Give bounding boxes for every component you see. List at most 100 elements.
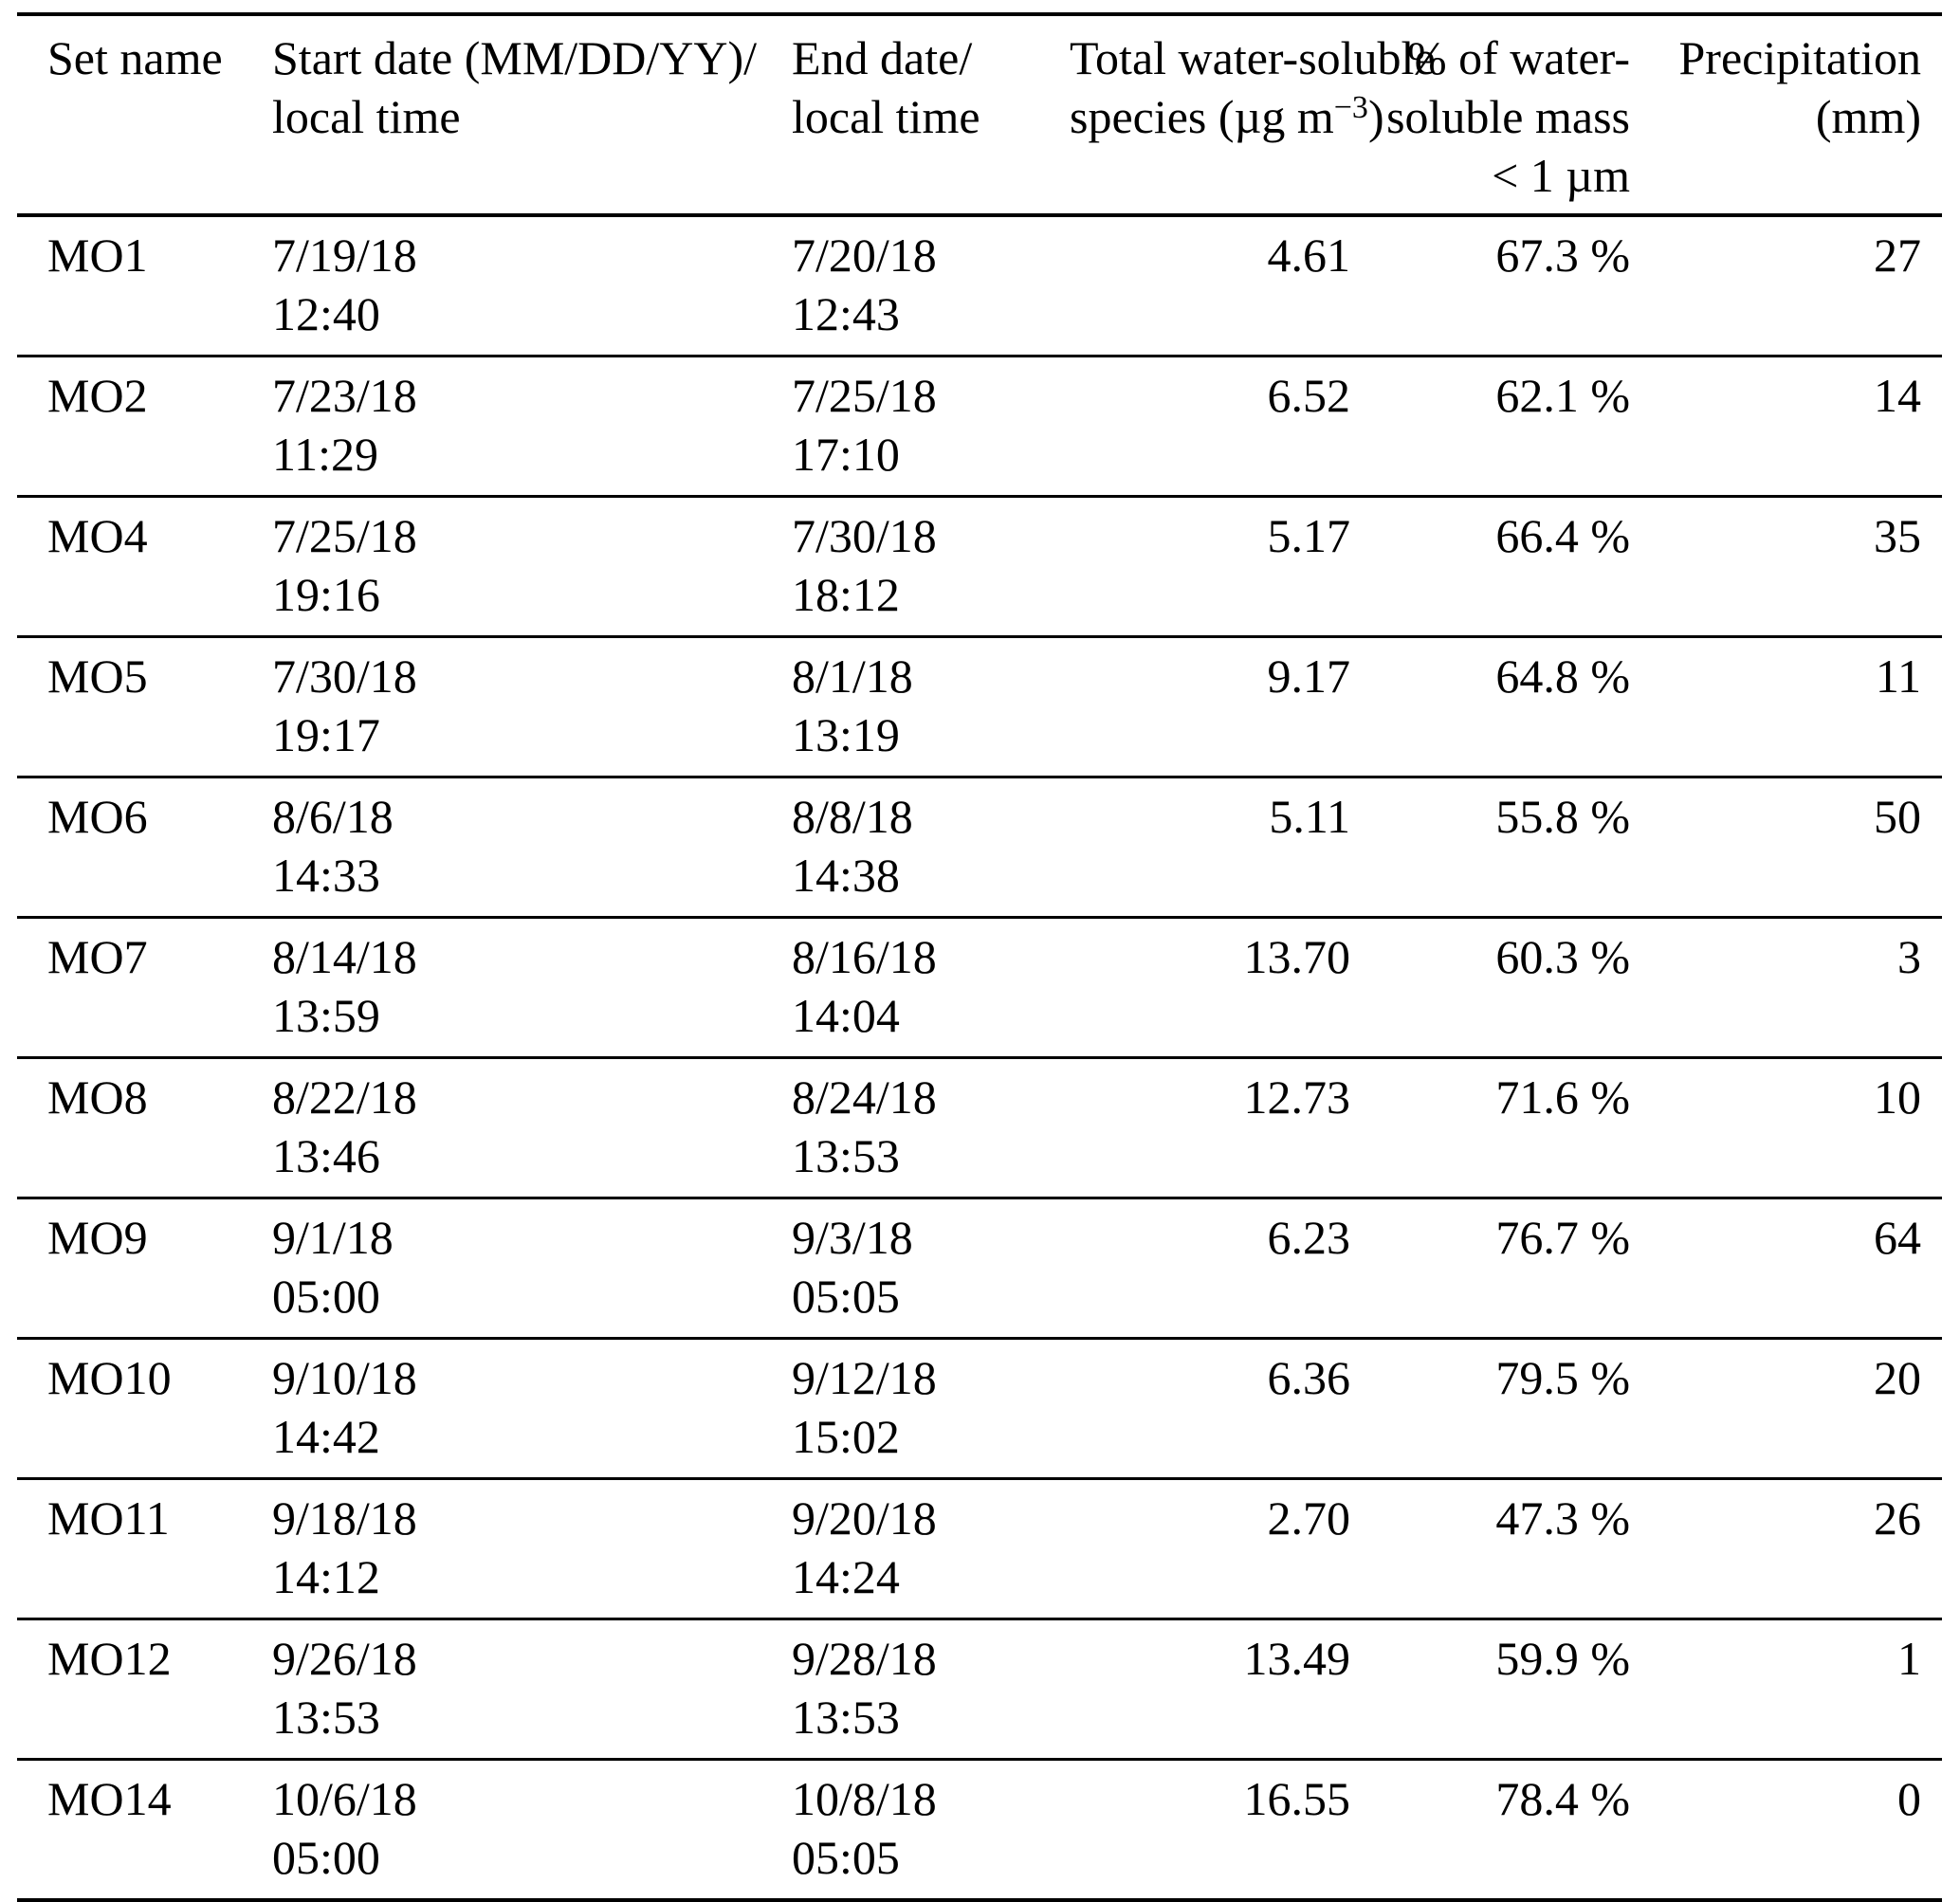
header-total-species-line1: Total water-soluble <box>1070 31 1436 84</box>
start-time-value: 11:29 <box>272 428 379 481</box>
end-date-value: 9/3/18 <box>792 1211 913 1264</box>
cell-set-name: MO4 <box>17 497 254 637</box>
end-time-value: 05:05 <box>792 1270 900 1323</box>
header-end-date-line2: local time <box>792 90 980 143</box>
cell-pct-submicron: 64.8 % <box>1354 637 1634 777</box>
end-time-value: 14:24 <box>792 1550 900 1603</box>
set-name-value: MO9 <box>47 1211 148 1264</box>
cell-set-name: MO14 <box>17 1760 254 1901</box>
cell-start: 9/1/18 05:00 <box>254 1198 776 1339</box>
table-row: MO9 9/1/18 05:00 9/3/18 05:05 6.23 76.7 … <box>17 1198 1942 1339</box>
total-species-value: 6.36 <box>1267 1351 1351 1404</box>
cell-pct-submicron: 59.9 % <box>1354 1619 1634 1760</box>
cell-start: 8/22/18 13:46 <box>254 1058 776 1198</box>
cell-pct-submicron: 79.5 % <box>1354 1339 1634 1479</box>
table-row: MO4 7/25/18 19:16 7/30/18 18:12 5.17 66.… <box>17 497 1942 637</box>
table-row: MO10 9/10/18 14:42 9/12/18 15:02 6.36 79… <box>17 1339 1942 1479</box>
cell-end: 9/3/18 05:05 <box>776 1198 1070 1339</box>
unit-exponent: −3 <box>1333 90 1368 125</box>
precipitation-value: 1 <box>1897 1632 1921 1685</box>
cell-total-species: 5.11 <box>1070 777 1354 918</box>
header-total-species-line2: species (µg m−3) <box>1070 87 1384 146</box>
cell-set-name: MO10 <box>17 1339 254 1479</box>
start-date-value: 7/23/18 <box>272 369 417 422</box>
cell-pct-submicron: 47.3 % <box>1354 1479 1634 1619</box>
cell-set-name: MO1 <box>17 215 254 357</box>
cell-start: 8/6/18 14:33 <box>254 777 776 918</box>
start-time-value: 13:46 <box>272 1129 380 1182</box>
start-date-value: 8/14/18 <box>272 930 417 983</box>
header-precipitation-line1: Precipitation <box>1678 31 1922 84</box>
cell-start: 7/30/18 19:17 <box>254 637 776 777</box>
start-time-value: 19:16 <box>272 568 380 621</box>
header-precipitation: Precipitation (mm) <box>1634 14 1942 215</box>
end-time-value: 15:02 <box>792 1410 900 1463</box>
end-date-value: 8/1/18 <box>792 649 913 703</box>
pct-submicron-value: 47.3 % <box>1495 1491 1630 1545</box>
header-start-date-line1: Start date (MM/DD/YY)/ <box>272 31 758 84</box>
cell-total-species: 6.52 <box>1070 357 1354 497</box>
pct-submicron-value: 60.3 % <box>1495 930 1630 983</box>
cell-end: 8/16/18 14:04 <box>776 918 1070 1058</box>
total-species-value: 13.70 <box>1243 930 1351 983</box>
start-time-value: 05:00 <box>272 1831 380 1884</box>
set-name-value: MO5 <box>47 649 148 703</box>
start-date-value: 7/25/18 <box>272 509 417 562</box>
start-time-value: 05:00 <box>272 1270 380 1323</box>
end-time-value: 14:38 <box>792 849 900 902</box>
end-time-value: 05:05 <box>792 1831 900 1884</box>
end-time-value: 13:53 <box>792 1129 900 1182</box>
cell-total-species: 13.49 <box>1070 1619 1354 1760</box>
cell-end: 8/24/18 13:53 <box>776 1058 1070 1198</box>
pct-submicron-value: 78.4 % <box>1495 1772 1630 1825</box>
cell-precipitation: 35 <box>1634 497 1942 637</box>
start-date-value: 9/10/18 <box>272 1351 417 1404</box>
precipitation-value: 20 <box>1874 1351 1921 1404</box>
total-species-value: 2.70 <box>1267 1491 1351 1545</box>
cell-start: 9/18/18 14:12 <box>254 1479 776 1619</box>
cell-precipitation: 64 <box>1634 1198 1942 1339</box>
end-date-value: 7/20/18 <box>792 229 937 282</box>
table-row: MO1 7/19/18 12:40 7/20/18 12:43 4.61 67.… <box>17 215 1942 357</box>
end-date-value: 9/28/18 <box>792 1632 937 1685</box>
start-date-value: 8/22/18 <box>272 1070 417 1124</box>
table-row: MO7 8/14/18 13:59 8/16/18 14:04 13.70 60… <box>17 918 1942 1058</box>
cell-set-name: MO12 <box>17 1619 254 1760</box>
pct-submicron-value: 59.9 % <box>1495 1632 1630 1685</box>
cell-precipitation: 11 <box>1634 637 1942 777</box>
start-date-value: 9/26/18 <box>272 1632 417 1685</box>
start-time-value: 14:12 <box>272 1550 380 1603</box>
cell-precipitation: 14 <box>1634 357 1942 497</box>
table-row: MO2 7/23/18 11:29 7/25/18 17:10 6.52 62.… <box>17 357 1942 497</box>
end-time-value: 13:53 <box>792 1691 900 1744</box>
table-body: MO1 7/19/18 12:40 7/20/18 12:43 4.61 67.… <box>17 215 1942 1900</box>
table-row: MO14 10/6/18 05:00 10/8/18 05:05 16.55 7… <box>17 1760 1942 1901</box>
pct-submicron-value: 66.4 % <box>1495 509 1630 562</box>
end-time-value: 12:43 <box>792 287 900 340</box>
cell-start: 9/10/18 14:42 <box>254 1339 776 1479</box>
start-date-value: 9/1/18 <box>272 1211 394 1264</box>
end-time-value: 13:19 <box>792 708 900 761</box>
set-name-value: MO1 <box>47 229 148 282</box>
total-species-value: 6.52 <box>1267 369 1351 422</box>
table-header: Set name Start date (MM/DD/YY)/ local ti… <box>17 14 1942 215</box>
header-set-name: Set name <box>17 14 254 215</box>
cell-start: 7/23/18 11:29 <box>254 357 776 497</box>
total-species-value: 9.17 <box>1267 649 1351 703</box>
end-date-value: 9/12/18 <box>792 1351 937 1404</box>
cell-set-name: MO7 <box>17 918 254 1058</box>
cell-set-name: MO5 <box>17 637 254 777</box>
cell-end: 9/20/18 14:24 <box>776 1479 1070 1619</box>
cell-pct-submicron: 76.7 % <box>1354 1198 1634 1339</box>
pct-submicron-value: 71.6 % <box>1495 1070 1630 1124</box>
start-time-value: 14:42 <box>272 1410 380 1463</box>
start-date-value: 10/6/18 <box>272 1772 417 1825</box>
precipitation-value: 11 <box>1875 649 1921 703</box>
end-date-value: 8/24/18 <box>792 1070 937 1124</box>
table-row: MO8 8/22/18 13:46 8/24/18 13:53 12.73 71… <box>17 1058 1942 1198</box>
total-species-value: 5.17 <box>1267 509 1351 562</box>
cell-total-species: 6.36 <box>1070 1339 1354 1479</box>
pct-submicron-value: 64.8 % <box>1495 649 1630 703</box>
precipitation-value: 14 <box>1874 369 1921 422</box>
cell-pct-submicron: 78.4 % <box>1354 1760 1634 1901</box>
